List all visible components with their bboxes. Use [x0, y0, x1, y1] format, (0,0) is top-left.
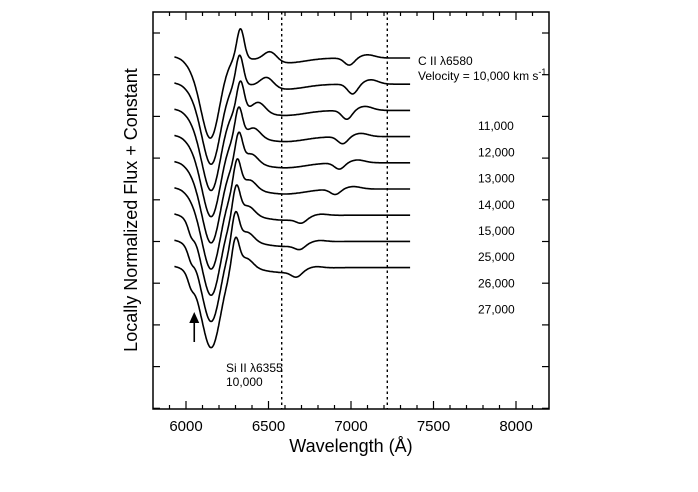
x-axis-tick-labels: 6000 6500 7000 7500 8000: [169, 418, 532, 435]
spectrum-line: [174, 80, 411, 192]
spectrum-line: [174, 106, 411, 218]
series-label-superscript: -1: [538, 67, 546, 77]
y-axis-ticks: [153, 32, 549, 409]
spectrum-line: [174, 131, 411, 244]
series-label: 11,000: [478, 119, 514, 133]
series-label: 12,000: [478, 145, 515, 159]
spectrum-line: [174, 236, 411, 349]
up-arrow-icon: [189, 312, 200, 342]
series-label: 27,000: [478, 303, 515, 317]
si-ii-label: Si II λ6355: [226, 361, 283, 375]
x-tick-label: 6500: [252, 418, 285, 435]
x-axis-title: Wavelength (Å): [289, 436, 412, 456]
x-tick-label: 6000: [169, 418, 202, 435]
spectrum-line: [174, 210, 411, 323]
y-axis-title: Locally Normalized Flux + Constant: [121, 68, 141, 352]
series-label: 15,000: [478, 224, 515, 238]
x-tick-label: 7500: [417, 418, 450, 435]
spectrum-line: [174, 158, 411, 270]
spectrum-line: [174, 184, 411, 296]
series-label: 14,000: [478, 198, 515, 212]
series-label: 13,000: [478, 172, 515, 186]
series-label: 26,000: [478, 276, 515, 290]
spectrum-line: [174, 54, 411, 165]
x-axis-ticks: [168, 12, 534, 409]
spectrum-line: [174, 28, 411, 139]
x-tick-label: 8000: [499, 418, 532, 435]
series-label: 25,000: [478, 250, 515, 264]
reference-lines: [281, 12, 388, 409]
series-label: Velocity = 10,000 km s-1: [418, 67, 546, 83]
spectra-series: [174, 28, 411, 349]
series-labels: Velocity = 10,000 km s-1 11,000 12,000 13,0…: [418, 67, 546, 317]
x-tick-label: 7000: [334, 418, 367, 435]
c-ii-label: C II λ6580: [418, 54, 473, 68]
si-ii-velocity-label: 10,000: [226, 375, 263, 389]
